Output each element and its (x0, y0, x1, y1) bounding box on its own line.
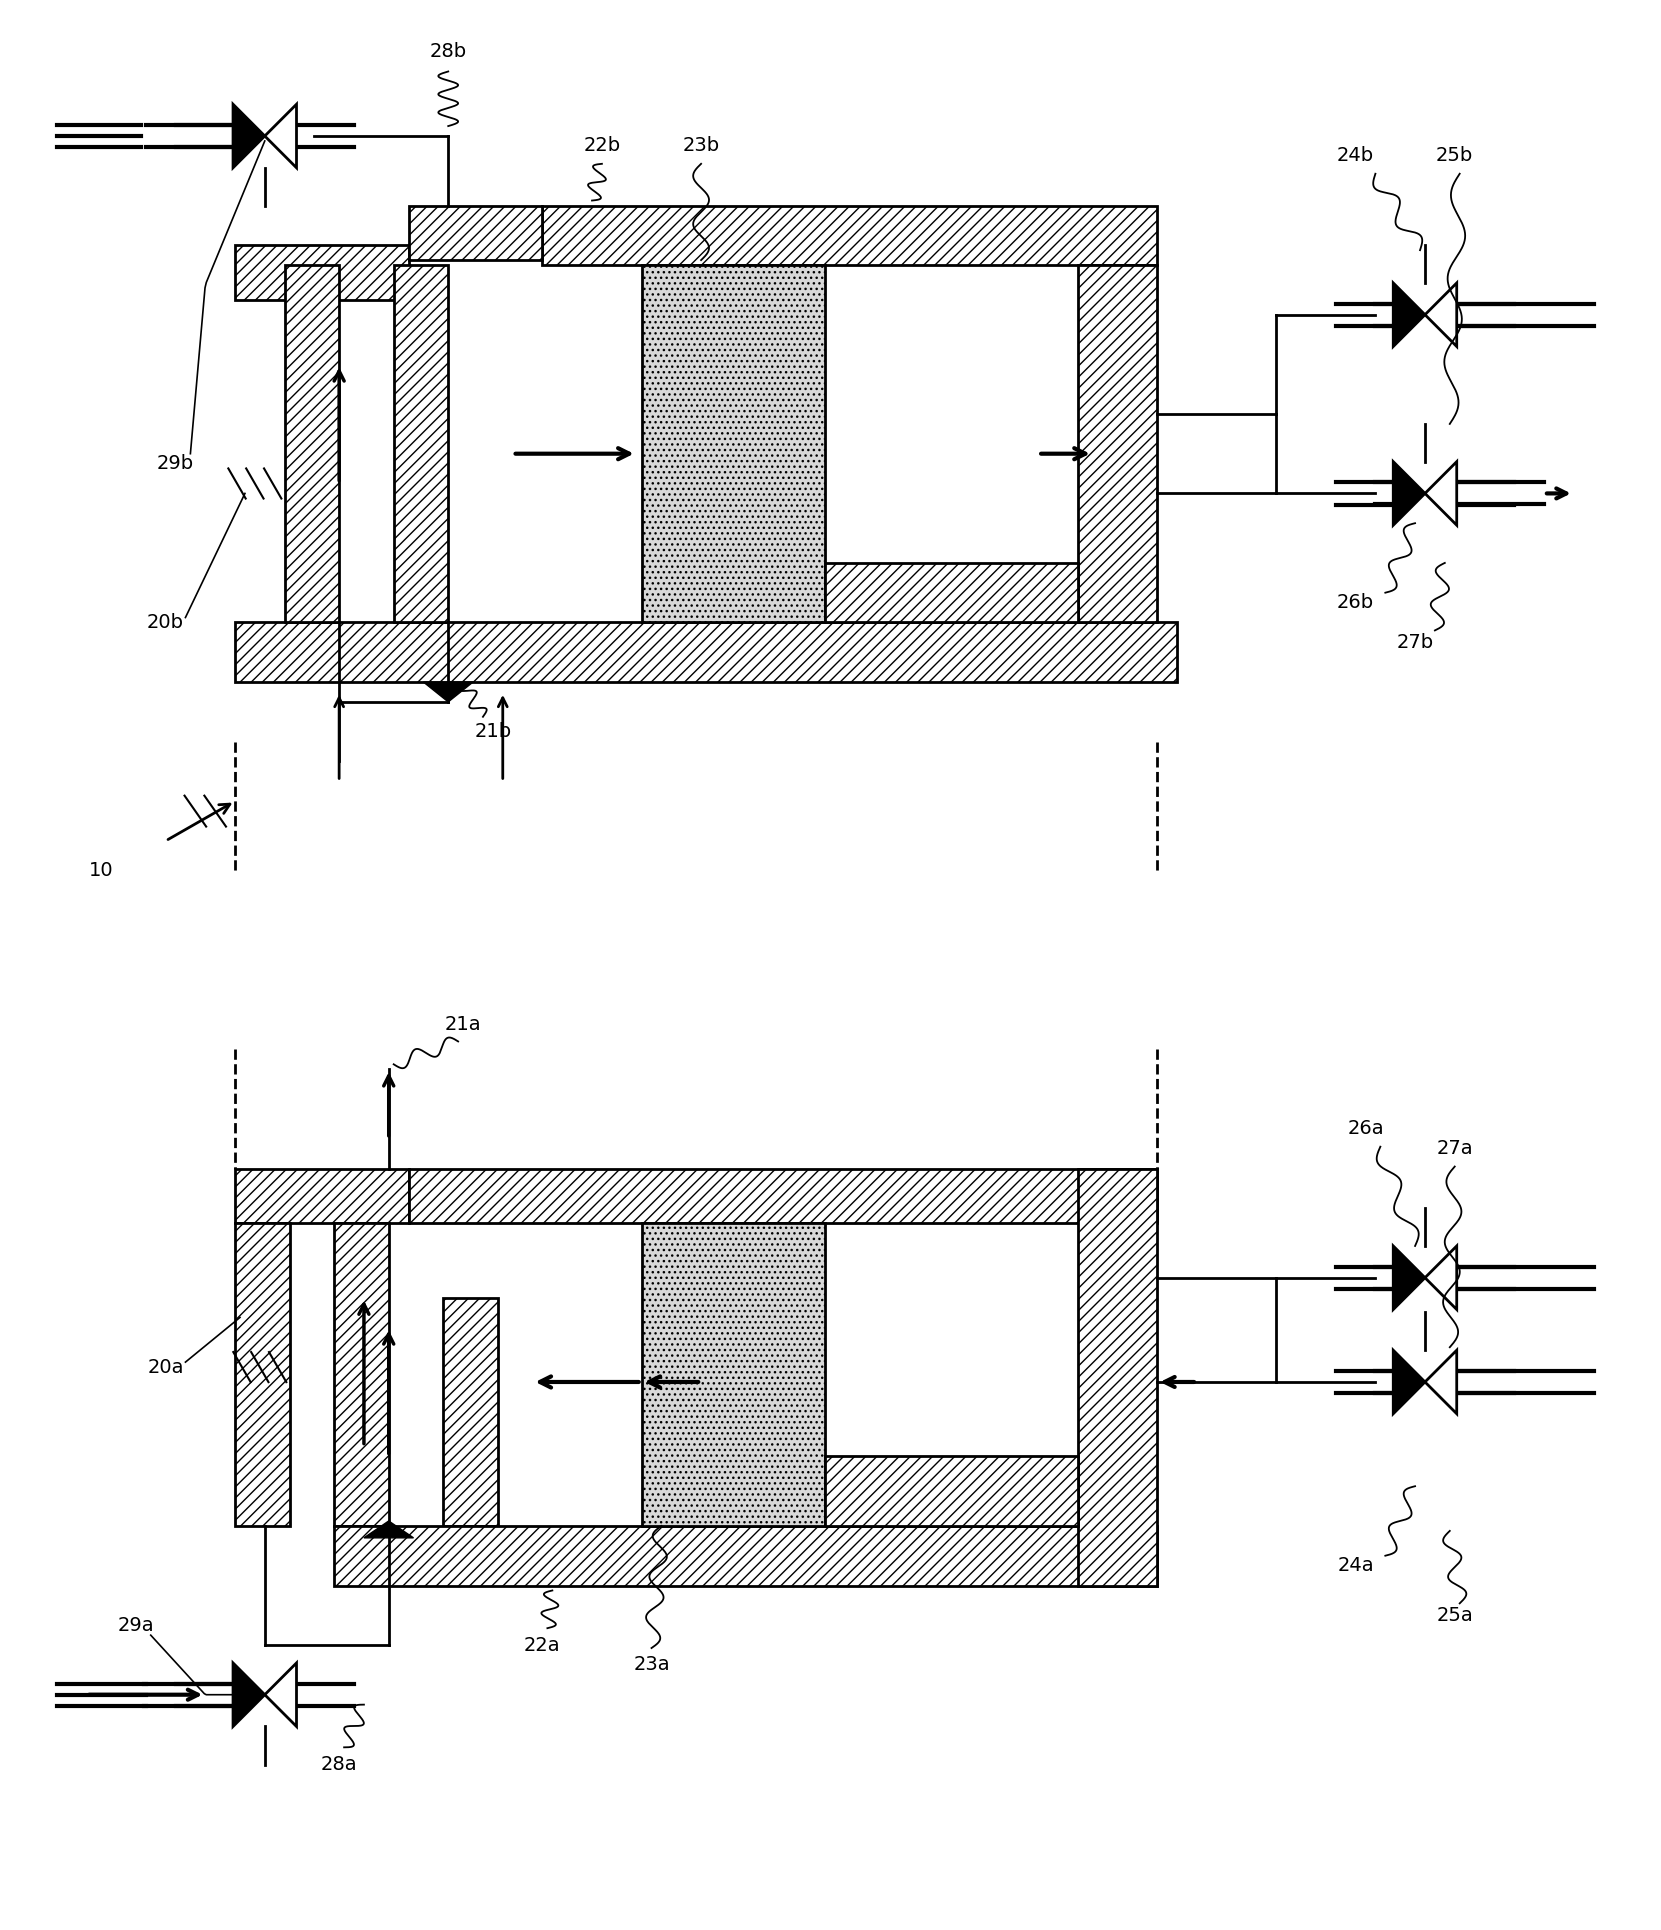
Text: 27b: 27b (1397, 633, 1433, 652)
Text: 10: 10 (88, 861, 113, 880)
Bar (1078, 264, 1158, 623)
Bar (234, 1224, 289, 1527)
Text: 24b: 24b (1337, 147, 1374, 166)
Text: 25b: 25b (1437, 147, 1473, 166)
Text: 28b: 28b (430, 42, 467, 62)
Polygon shape (1394, 284, 1425, 347)
Text: 23b: 23b (683, 137, 719, 156)
Text: 21a: 21a (445, 1015, 482, 1034)
Polygon shape (1394, 1247, 1425, 1309)
Bar (1078, 1168, 1158, 1586)
Text: 21b: 21b (475, 722, 512, 741)
Bar (826, 1457, 1078, 1527)
Bar (334, 1527, 1158, 1586)
Polygon shape (1425, 461, 1457, 525)
Bar (234, 245, 409, 299)
Polygon shape (364, 1521, 414, 1538)
Text: 20a: 20a (148, 1357, 184, 1376)
Bar (543, 205, 1158, 264)
Text: 26a: 26a (1347, 1119, 1384, 1139)
Bar (234, 623, 1178, 681)
Text: 29b: 29b (156, 454, 194, 473)
Bar (394, 264, 448, 623)
Bar (443, 1297, 498, 1527)
Bar (234, 1168, 409, 1224)
Polygon shape (264, 1664, 297, 1727)
Text: 25a: 25a (1437, 1606, 1473, 1625)
Polygon shape (1425, 1351, 1457, 1415)
Text: 26b: 26b (1337, 593, 1374, 612)
Polygon shape (1394, 1351, 1425, 1415)
Polygon shape (1425, 1247, 1457, 1309)
Text: 22a: 22a (525, 1635, 561, 1654)
Bar (409, 1168, 1158, 1224)
Polygon shape (233, 104, 264, 168)
Text: 20b: 20b (148, 614, 184, 631)
Polygon shape (233, 1664, 264, 1727)
Bar (641, 264, 826, 623)
Text: 23a: 23a (633, 1656, 669, 1675)
Polygon shape (1394, 461, 1425, 525)
Polygon shape (1425, 284, 1457, 347)
Polygon shape (264, 104, 297, 168)
Bar (826, 564, 1078, 623)
Bar (641, 1224, 826, 1527)
Text: 29a: 29a (118, 1615, 154, 1635)
Bar (284, 264, 339, 623)
Polygon shape (424, 681, 473, 703)
Text: 24a: 24a (1337, 1556, 1374, 1575)
Bar (334, 1224, 389, 1527)
Bar (409, 205, 543, 261)
Text: 22b: 22b (583, 137, 621, 156)
Text: 28a: 28a (321, 1754, 357, 1774)
Text: 27a: 27a (1437, 1139, 1473, 1158)
